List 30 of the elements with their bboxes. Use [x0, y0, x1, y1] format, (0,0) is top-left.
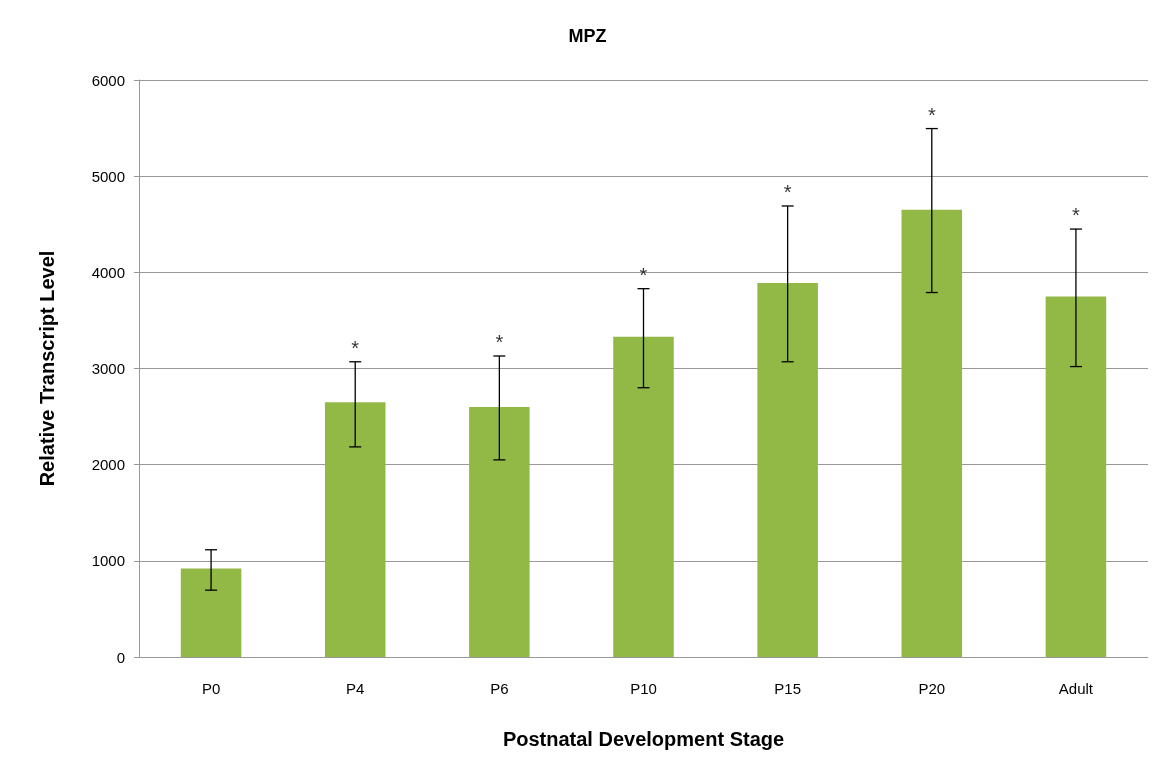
- y-tick-label: 1000: [91, 552, 125, 570]
- y-tick-label: 4000: [91, 263, 125, 281]
- x-tick-label: P10: [630, 680, 657, 697]
- x-tick-label: P0: [201, 680, 221, 697]
- x-tick-label: P20: [918, 680, 946, 697]
- x-tick-label: P4: [346, 680, 365, 697]
- bar: [180, 568, 242, 657]
- annotation: *: [495, 331, 504, 353]
- annotation: *: [1072, 204, 1081, 227]
- bar: [613, 336, 674, 657]
- x-tick-label: P15: [774, 680, 801, 697]
- y-tick-label: 6000: [91, 71, 125, 89]
- bar: [901, 209, 963, 657]
- bar: [324, 402, 386, 657]
- annotation: *: [783, 180, 792, 203]
- x-axis-title: Postnatal Development Stage: [502, 728, 785, 750]
- y-tick-label: 3000: [91, 360, 125, 377]
- y-tick-label: 2000: [91, 456, 125, 474]
- y-tick-label: 0: [116, 648, 125, 666]
- y-axis-title: Relative Transcript Level: [36, 250, 58, 487]
- annotation: *: [639, 263, 648, 286]
- bar: [757, 282, 818, 657]
- annotation: *: [351, 336, 360, 359]
- bar: [1045, 296, 1107, 657]
- bar: [469, 406, 530, 657]
- x-tick-label: P6: [490, 680, 509, 697]
- y-tick-label: 5000: [91, 167, 125, 185]
- x-tick-label: Adult: [1058, 680, 1094, 697]
- annotation: *: [927, 103, 936, 126]
- chart-title: MPZ: [568, 26, 607, 46]
